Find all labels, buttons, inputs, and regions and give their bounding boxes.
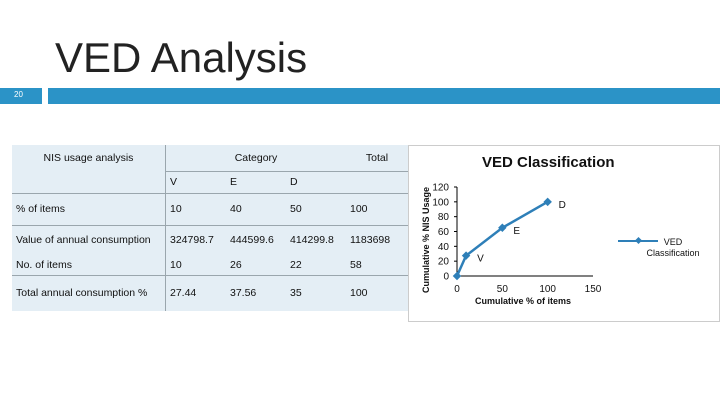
cell-d: 414299.8 xyxy=(286,224,346,255)
header-rule-bar xyxy=(48,88,720,104)
cell-d: 22 xyxy=(290,258,302,271)
y-tick-label: 0 xyxy=(443,272,449,283)
cell-e: 26 xyxy=(230,258,242,271)
x-tick-label: 100 xyxy=(539,284,556,295)
data-point xyxy=(461,251,471,260)
ved-table: NIS usage analysis Category Total V E D … xyxy=(12,145,408,311)
table-row: Total annual consumption % 27.44 37.56 3… xyxy=(12,274,408,311)
cell-v: 10 xyxy=(165,192,226,225)
chart-area xyxy=(408,145,720,322)
cell-d: 50 xyxy=(286,192,346,225)
slide-title: VED Analysis xyxy=(55,34,308,81)
cell-v: 324798.7 xyxy=(165,224,226,255)
data-point xyxy=(498,223,507,233)
row-label: Value of annual consumption xyxy=(12,224,166,255)
table-corner-label: NIS usage analysis xyxy=(43,152,134,164)
cell-total: 58 xyxy=(350,258,362,271)
x-axis-label: Cumulative % of items xyxy=(475,296,572,306)
cell-total: 100 xyxy=(346,192,408,225)
y-tick-label: 80 xyxy=(438,212,450,223)
column-header-d: D xyxy=(286,170,346,193)
y-tick-label: 40 xyxy=(438,242,450,253)
cell-d: 35 xyxy=(286,274,346,311)
row-label: No. of items xyxy=(16,258,73,271)
legend-label: VED Classification xyxy=(646,237,700,258)
total-header: Total xyxy=(365,151,389,164)
category-header: Category xyxy=(165,145,346,171)
cell-v: 27.44 xyxy=(165,274,226,311)
row-label: Total annual consumption % xyxy=(12,274,166,311)
cell-total: 1183698 xyxy=(346,224,408,255)
x-tick-label: 50 xyxy=(497,284,509,295)
y-tick-label: 20 xyxy=(438,257,450,268)
cell-v: 10 xyxy=(165,255,226,275)
cell-e: 444599.6 xyxy=(226,224,286,255)
table-row: Value of annual consumption 324798.7 444… xyxy=(12,224,408,255)
y-tick-label: 100 xyxy=(432,197,449,208)
table-row: No. of items 10 26 22 58 xyxy=(12,255,408,275)
chart-title: VED Classification xyxy=(482,154,615,171)
cell-total: 100 xyxy=(346,274,408,311)
x-tick-label: 150 xyxy=(585,284,602,295)
data-point xyxy=(452,271,462,281)
slide-number: 20 xyxy=(14,90,23,99)
cell-e: 37.56 xyxy=(226,274,286,311)
legend-marker xyxy=(634,236,643,245)
column-header-e: E xyxy=(226,170,286,193)
row-label: % of items xyxy=(12,192,166,225)
y-tick-label: 60 xyxy=(438,227,450,238)
point-label: D xyxy=(559,200,566,211)
column-header-v: V xyxy=(165,170,226,193)
point-label: E xyxy=(513,226,520,237)
slide-number-bar xyxy=(0,88,42,104)
table-row: % of items 10 40 50 100 xyxy=(12,192,408,225)
cell-e: 40 xyxy=(226,192,286,225)
point-label: V xyxy=(477,254,484,265)
y-tick-label: 120 xyxy=(432,183,449,194)
series-line xyxy=(455,200,549,277)
x-tick-label: 0 xyxy=(454,284,460,295)
